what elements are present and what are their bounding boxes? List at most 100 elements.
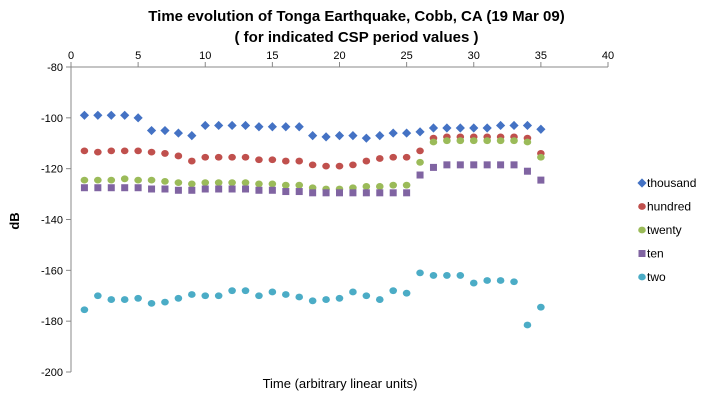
x-tick-label: 20 [333, 50, 345, 62]
y-tick-label: -160 [41, 265, 63, 277]
chart-title-block: Time evolution of Tonga Earthquake, Cobb… [0, 6, 713, 48]
ten-point [322, 189, 330, 197]
hundred-point [416, 147, 424, 155]
twenty-point [483, 137, 491, 145]
thousand-point [200, 120, 210, 131]
legend-marker-thousand [637, 178, 647, 188]
thousand-point [522, 120, 533, 131]
thousand-point [348, 131, 358, 141]
twenty-point [295, 181, 304, 189]
legend-item-ten: ten [638, 247, 664, 261]
twenty-point [496, 137, 505, 145]
thousand-point [133, 113, 143, 123]
hundred-point [255, 156, 263, 164]
two-point [134, 294, 142, 302]
two-point [188, 291, 196, 298]
hundred-point [349, 161, 357, 169]
legend-item-thousand: thousand [637, 176, 696, 190]
two-point [161, 298, 169, 306]
twenty-point [120, 175, 129, 183]
hundred-point [147, 148, 156, 156]
hundred-point [322, 162, 330, 170]
ten-point [242, 185, 250, 193]
thousand-point [496, 120, 506, 131]
thousand-point [267, 122, 277, 132]
ten-point [201, 185, 209, 193]
ten-point [456, 161, 464, 169]
two-point [349, 288, 357, 296]
twenty-point [523, 138, 532, 146]
hundred-point [308, 161, 317, 169]
two-point [282, 291, 290, 298]
ten-point [537, 176, 545, 184]
two-point [255, 292, 263, 300]
legend-item-hundred: hundred [638, 200, 691, 214]
thousand-point [93, 110, 103, 120]
two-point [268, 288, 277, 296]
thousand-point [79, 110, 90, 120]
hundred-point [214, 153, 223, 161]
legend-label-twenty: twenty [647, 223, 682, 237]
legend-marker-two [638, 273, 646, 281]
twenty-point [188, 180, 196, 188]
legend-label-ten: ten [647, 247, 664, 261]
two-point [308, 297, 317, 305]
series-thousand [79, 110, 546, 143]
ten-point [376, 189, 384, 197]
hundred-point [107, 147, 116, 155]
ten-point [228, 185, 236, 193]
two-point [416, 269, 424, 277]
ten-point [309, 189, 317, 197]
ten-point [80, 184, 88, 192]
thousand-point [146, 125, 157, 136]
thousand-point [227, 120, 237, 131]
thousand-point [254, 122, 264, 132]
hundred-point [335, 162, 344, 170]
hundred-point [188, 157, 196, 165]
legend: thousand hundred twenty ten two [637, 176, 696, 284]
legend-item-two: two [638, 270, 666, 284]
two-point [80, 306, 89, 314]
ten-point [121, 184, 129, 192]
x-tick-label: 35 [535, 50, 547, 62]
two-point [429, 272, 438, 279]
ten-point [161, 185, 169, 193]
two-point [523, 321, 532, 329]
hundred-point [402, 153, 411, 161]
two-point [295, 293, 304, 301]
y-axis-label: dB [7, 212, 22, 229]
thousand-point [482, 123, 492, 133]
twenty-point [214, 179, 223, 187]
twenty-point [174, 179, 183, 187]
ten-point [336, 189, 343, 197]
x-tick-label: 0 [68, 50, 74, 62]
thousand-point [415, 127, 425, 137]
x-tick-label: 5 [135, 50, 141, 62]
thousand-point [120, 110, 130, 120]
ten-point [268, 186, 276, 194]
ten-point [483, 161, 491, 169]
thousand-point [334, 131, 345, 141]
ten-point [429, 163, 437, 171]
two-point [147, 299, 156, 307]
thousand-point [361, 133, 371, 143]
thousand-point [469, 123, 479, 133]
y-tick-label: -100 [41, 113, 63, 125]
thousand-point [455, 123, 465, 133]
ten-point [510, 161, 518, 169]
hundred-point [268, 156, 277, 164]
ten-point [134, 184, 142, 192]
ten-point [295, 188, 303, 196]
twenty-point [255, 180, 263, 188]
legend-label-thousand: thousand [647, 176, 696, 190]
x-tick-label: 30 [468, 50, 480, 62]
y-tick-label: -140 [41, 215, 63, 227]
thousand-point [214, 120, 224, 131]
twenty-point [228, 179, 236, 187]
thousand-point [536, 124, 546, 134]
hundred-point [120, 147, 129, 155]
y-tick-label: -120 [41, 164, 63, 176]
ten-point [362, 189, 370, 197]
hundred-point [134, 147, 142, 155]
x-tick-label: 40 [602, 50, 614, 62]
